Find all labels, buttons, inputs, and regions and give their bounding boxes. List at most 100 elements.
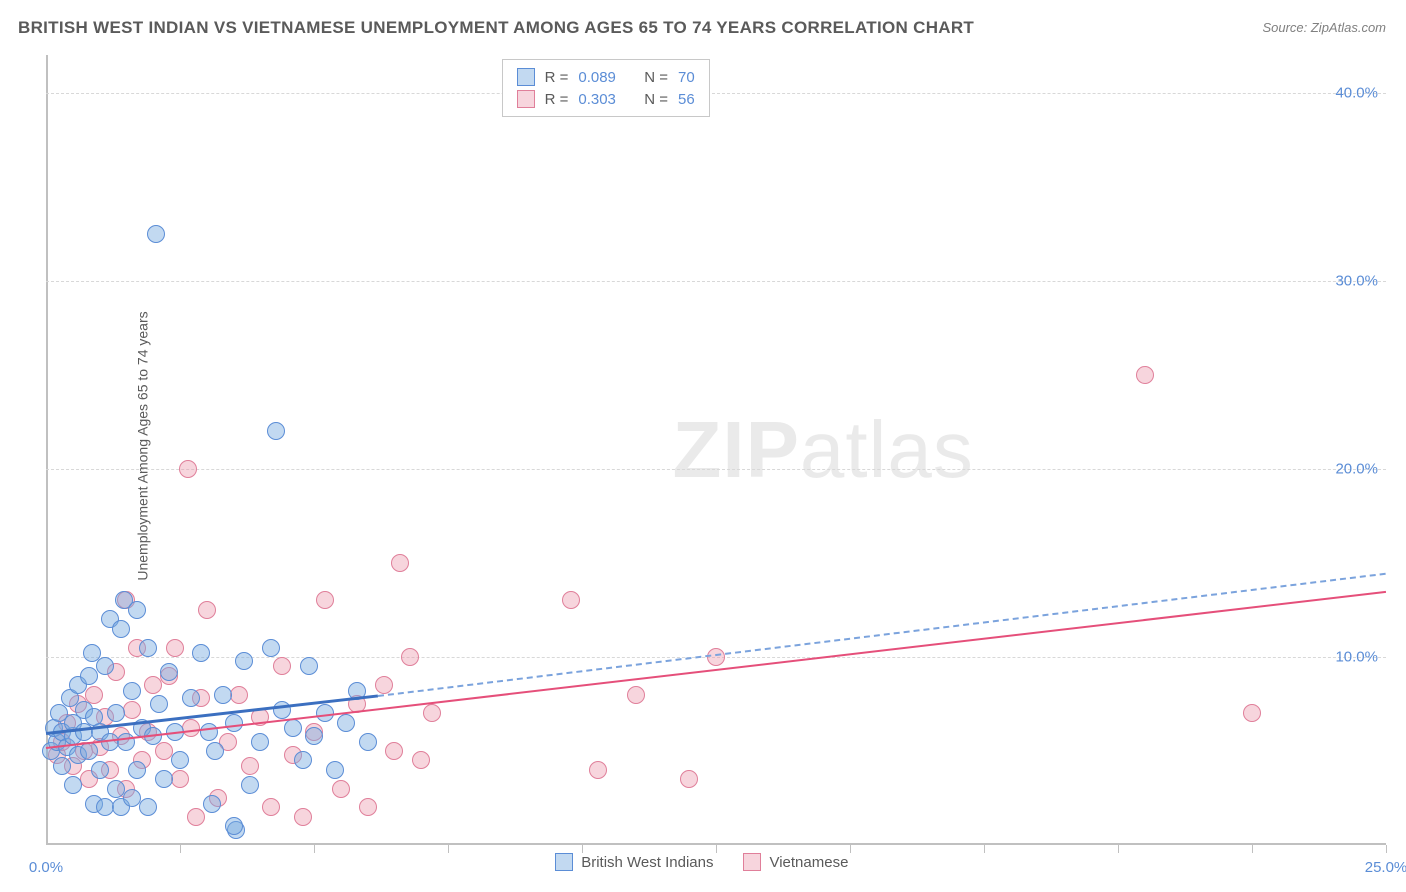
- data-point: [198, 601, 216, 619]
- data-point: [262, 798, 280, 816]
- data-point: [262, 639, 280, 657]
- data-point: [412, 751, 430, 769]
- data-point: [707, 648, 725, 666]
- source-label: Source: ZipAtlas.com: [1262, 20, 1386, 35]
- data-point: [187, 808, 205, 826]
- data-point: [241, 757, 259, 775]
- y-tick-label: 20.0%: [1335, 460, 1378, 477]
- n-label: N =: [644, 69, 668, 86]
- gridline: [46, 93, 1386, 94]
- gridline: [46, 469, 1386, 470]
- data-point: [155, 770, 173, 788]
- data-point: [562, 591, 580, 609]
- data-point: [206, 742, 224, 760]
- data-point: [214, 686, 232, 704]
- r-value: 0.089: [578, 69, 616, 86]
- x-tick-mark: [984, 845, 985, 853]
- r-label: R =: [545, 91, 569, 108]
- legend-item: British West Indians: [555, 853, 713, 871]
- data-point: [192, 644, 210, 662]
- x-tick-mark: [850, 845, 851, 853]
- legend-row: R = 0.089 N = 70: [517, 66, 695, 88]
- data-point: [123, 701, 141, 719]
- x-tick-mark: [448, 845, 449, 853]
- legend-swatch: [517, 90, 535, 108]
- trend-line: [378, 572, 1386, 696]
- data-point: [273, 657, 291, 675]
- data-point: [128, 761, 146, 779]
- data-point: [332, 780, 350, 798]
- data-point: [294, 751, 312, 769]
- data-point: [273, 701, 291, 719]
- r-label: R =: [545, 69, 569, 86]
- data-point: [251, 733, 269, 751]
- data-point: [316, 591, 334, 609]
- watermark-zip: ZIP: [672, 405, 799, 494]
- data-point: [112, 620, 130, 638]
- data-point: [80, 667, 98, 685]
- x-tick-label: 0.0%: [29, 859, 63, 876]
- data-point: [1136, 366, 1154, 384]
- x-tick-mark: [716, 845, 717, 853]
- watermark-atlas: atlas: [800, 405, 974, 494]
- legend-row: R =0.303 N =56: [517, 88, 695, 110]
- legend-swatch: [517, 68, 535, 86]
- legend-label: Vietnamese: [769, 854, 848, 871]
- legend-swatch: [743, 853, 761, 871]
- data-point: [123, 682, 141, 700]
- data-point: [166, 639, 184, 657]
- x-tick-label: 25.0%: [1365, 859, 1406, 876]
- n-value: 70: [678, 69, 695, 86]
- data-point: [225, 817, 243, 835]
- data-point: [200, 723, 218, 741]
- data-point: [107, 704, 125, 722]
- data-point: [230, 686, 248, 704]
- y-tick-label: 30.0%: [1335, 272, 1378, 289]
- data-point: [171, 751, 189, 769]
- plot-area: ZIPatlas 10.0%20.0%30.0%40.0%0.0%25.0%R …: [46, 55, 1386, 845]
- legend-item: Vietnamese: [743, 853, 848, 871]
- data-point: [160, 663, 178, 681]
- data-point: [171, 770, 189, 788]
- data-point: [150, 695, 168, 713]
- data-point: [147, 225, 165, 243]
- correlation-legend: R =0.089 N =70R =0.303 N =56: [502, 59, 710, 117]
- data-point: [359, 798, 377, 816]
- y-tick-label: 10.0%: [1335, 648, 1378, 665]
- series-legend: British West Indians Vietnamese: [555, 853, 848, 871]
- data-point: [375, 676, 393, 694]
- x-tick-mark: [1386, 845, 1387, 853]
- gridline: [46, 281, 1386, 282]
- data-point: [155, 742, 173, 760]
- data-point: [123, 789, 141, 807]
- x-tick-mark: [314, 845, 315, 853]
- data-point: [179, 460, 197, 478]
- data-point: [128, 601, 146, 619]
- n-value: 56: [678, 91, 695, 108]
- data-point: [300, 657, 318, 675]
- data-point: [385, 742, 403, 760]
- data-point: [359, 733, 377, 751]
- data-point: [305, 727, 323, 745]
- y-tick-label: 40.0%: [1335, 84, 1378, 101]
- data-point: [589, 761, 607, 779]
- data-point: [225, 714, 243, 732]
- x-tick-mark: [582, 845, 583, 853]
- data-point: [117, 733, 135, 751]
- data-point: [203, 795, 221, 813]
- x-tick-mark: [1252, 845, 1253, 853]
- data-point: [144, 676, 162, 694]
- data-point: [139, 798, 157, 816]
- data-point: [337, 714, 355, 732]
- data-point: [96, 657, 114, 675]
- data-point: [284, 719, 302, 737]
- n-label: N =: [644, 91, 668, 108]
- data-point: [64, 776, 82, 794]
- x-tick-mark: [1118, 845, 1119, 853]
- legend-swatch: [555, 853, 573, 871]
- x-tick-mark: [180, 845, 181, 853]
- legend-label: British West Indians: [581, 854, 713, 871]
- data-point: [391, 554, 409, 572]
- data-point: [267, 422, 285, 440]
- data-point: [53, 757, 71, 775]
